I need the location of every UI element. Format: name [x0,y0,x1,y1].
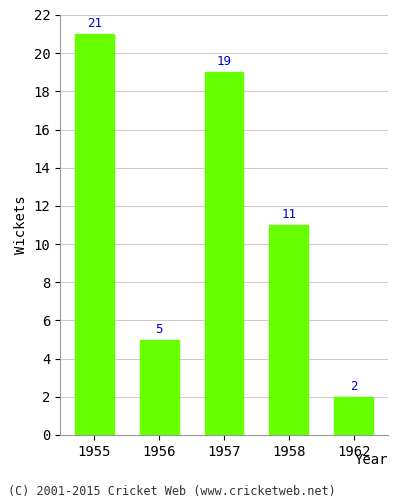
Text: 21: 21 [87,18,102,30]
Bar [75,34,114,435]
Bar [140,340,179,435]
Text: 11: 11 [281,208,296,221]
Y-axis label: Wickets: Wickets [14,196,28,254]
Bar [269,225,308,435]
Text: 5: 5 [156,322,163,336]
Text: 2: 2 [350,380,357,393]
Text: (C) 2001-2015 Cricket Web (www.cricketweb.net): (C) 2001-2015 Cricket Web (www.cricketwe… [8,485,336,498]
Bar [204,72,244,435]
Text: Year: Year [354,452,388,466]
Bar [334,397,373,435]
Text: 19: 19 [216,56,232,68]
